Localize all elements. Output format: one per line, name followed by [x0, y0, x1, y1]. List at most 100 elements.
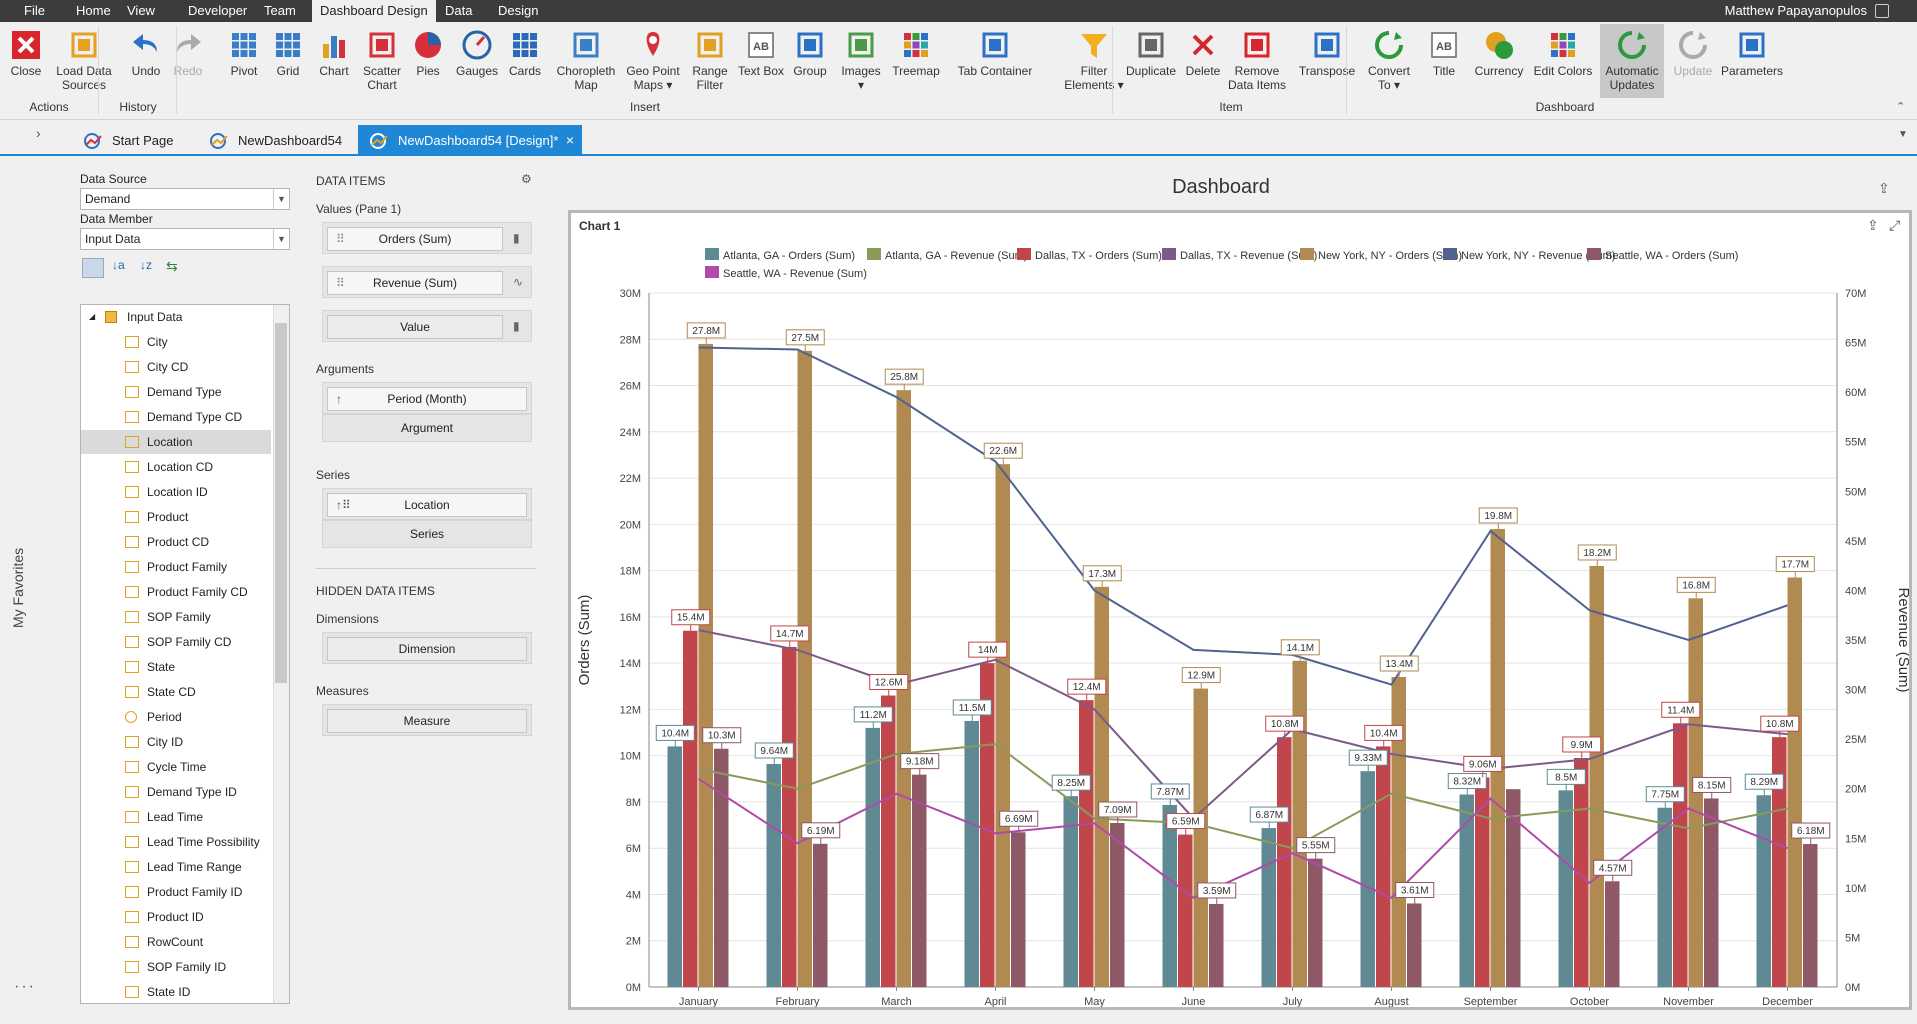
- collapse-ribbon-icon[interactable]: ⌃: [1896, 101, 1906, 113]
- location-item[interactable]: ↑⠿ Location: [327, 493, 527, 517]
- sort-ascending-icon[interactable]: ↓a: [112, 258, 125, 272]
- field-item[interactable]: Product CD: [81, 530, 271, 554]
- argument-placeholder[interactable]: Argument: [322, 414, 532, 442]
- text-box-button[interactable]: AB Text Box: [736, 24, 786, 98]
- maximize-icon[interactable]: ⤢: [1889, 217, 1901, 233]
- duplicate-button[interactable]: Duplicate: [1120, 24, 1182, 98]
- dimension-placeholder[interactable]: Dimension: [322, 632, 532, 664]
- menu-developer[interactable]: Developer: [188, 3, 248, 18]
- tab-1[interactable]: NewDashboard54: [198, 125, 356, 156]
- value-item-orders[interactable]: ⠿ Orders (Sum) ▮: [322, 222, 532, 254]
- sort-grip-icon[interactable]: ↑⠿: [336, 498, 351, 512]
- bar-chart-icon[interactable]: ▮: [513, 319, 520, 333]
- field-item[interactable]: Period: [81, 705, 271, 729]
- tab-2[interactable]: NewDashboard54 [Design]* ×: [358, 125, 582, 156]
- bar[interactable]: [1292, 660, 1308, 987]
- bar[interactable]: [1162, 804, 1178, 987]
- bar[interactable]: [964, 720, 980, 987]
- series-line[interactable]: [697, 777, 1788, 899]
- bar[interactable]: [1772, 737, 1787, 987]
- grip-icon[interactable]: ⠿: [336, 276, 345, 290]
- series-item[interactable]: ↑⠿ Location: [322, 488, 532, 520]
- field-item[interactable]: City ID: [81, 730, 271, 754]
- field-item[interactable]: Product Family ID: [81, 880, 271, 904]
- bar[interactable]: [1391, 677, 1407, 987]
- bar[interactable]: [667, 746, 683, 987]
- menu-dashboard-design[interactable]: Dashboard Design: [312, 0, 436, 22]
- line-chart-icon[interactable]: ∿: [513, 275, 524, 289]
- field-item[interactable]: Location CD: [81, 455, 271, 479]
- collapse-panel-icon[interactable]: ›: [36, 125, 41, 141]
- chart-item[interactable]: Atlanta, GA - Orders (Sum) Atlanta, GA - …: [568, 210, 1912, 1010]
- cards-button[interactable]: Cards: [504, 24, 546, 98]
- revenue-item[interactable]: ⠿ Revenue (Sum): [327, 271, 503, 295]
- data-member-combo[interactable]: Input Data ▼: [80, 228, 290, 250]
- pivot-grid-button[interactable]: Pivot: [220, 24, 268, 98]
- series-placeholder[interactable]: Series: [322, 520, 532, 548]
- bar[interactable]: [1193, 688, 1209, 987]
- transpose-button[interactable]: Transpose: [1296, 24, 1358, 98]
- bar[interactable]: [1787, 577, 1803, 987]
- options-icon[interactable]: ⚙: [521, 172, 532, 186]
- palette-button[interactable]: Edit Colors: [1532, 24, 1594, 98]
- field-item[interactable]: RowCount: [81, 930, 271, 954]
- bar[interactable]: [1094, 586, 1110, 987]
- scatter-chart-button[interactable]: Scatter Chart: [356, 24, 408, 98]
- field-item[interactable]: Location: [81, 430, 271, 454]
- bar[interactable]: [1756, 795, 1772, 987]
- value-placeholder[interactable]: Value ▮: [322, 310, 532, 342]
- expand-icon[interactable]: ◢: [89, 312, 96, 321]
- bar[interactable]: [1803, 844, 1818, 987]
- bar[interactable]: [1704, 798, 1719, 987]
- delete-x-button[interactable]: Delete: [1180, 24, 1226, 98]
- chevron-down-icon[interactable]: ▼: [273, 189, 289, 209]
- close-tab-icon[interactable]: ×: [565, 132, 574, 148]
- field-item[interactable]: Cycle Time: [81, 755, 271, 779]
- argument-item[interactable]: ↑ Period (Month): [322, 382, 532, 414]
- field-item[interactable]: Lead Time Range: [81, 855, 271, 879]
- convert-button[interactable]: Convert To ▾: [1360, 24, 1418, 98]
- tab-list-icon[interactable]: ▼: [1898, 129, 1908, 140]
- bar[interactable]: [683, 630, 698, 987]
- menu-design[interactable]: Design: [498, 3, 539, 18]
- field-item[interactable]: Demand Type: [81, 380, 271, 404]
- bar[interactable]: [813, 843, 828, 987]
- bar[interactable]: [797, 350, 813, 987]
- bar[interactable]: [1261, 828, 1277, 987]
- bar[interactable]: [1360, 771, 1376, 987]
- bar[interactable]: [1589, 565, 1605, 987]
- field-item[interactable]: State CD: [81, 680, 271, 704]
- grip-icon[interactable]: ⠿: [336, 232, 345, 246]
- gauge-button[interactable]: Gauges: [452, 24, 502, 98]
- bar[interactable]: [1673, 723, 1688, 987]
- parameters-button[interactable]: Parameters: [1718, 24, 1786, 98]
- chevron-down-icon[interactable]: ▼: [273, 229, 289, 249]
- menu-view[interactable]: View: [127, 3, 155, 18]
- value-slot[interactable]: Value: [327, 315, 503, 339]
- bar[interactable]: [714, 748, 729, 987]
- bar[interactable]: [1063, 796, 1079, 987]
- bar[interactable]: [865, 727, 881, 987]
- export-icon[interactable]: ⇪: [1878, 180, 1890, 196]
- range-filter-button[interactable]: Range Filter: [688, 24, 732, 98]
- dimension-slot[interactable]: Dimension: [327, 637, 527, 661]
- menu-file[interactable]: File: [24, 3, 45, 18]
- field-item[interactable]: SOP Family ID: [81, 955, 271, 979]
- dashboard-title[interactable]: Dashboard: [1172, 176, 1270, 198]
- bar[interactable]: [1376, 746, 1391, 987]
- bar[interactable]: [1657, 807, 1673, 987]
- bar[interactable]: [698, 343, 714, 987]
- bar[interactable]: [1558, 790, 1574, 987]
- field-item[interactable]: Product Family: [81, 555, 271, 579]
- user-name[interactable]: Matthew Papayanopulos: [1724, 3, 1867, 18]
- group-by-type-icon[interactable]: [82, 258, 104, 278]
- bar[interactable]: [1178, 834, 1193, 987]
- field-item[interactable]: SOP Family: [81, 605, 271, 629]
- field-item[interactable]: State ID: [81, 980, 271, 1003]
- update-button[interactable]: Update: [1670, 24, 1716, 98]
- bar[interactable]: [1407, 903, 1422, 987]
- orders-item[interactable]: ⠿ Orders (Sum): [327, 227, 503, 251]
- value-item-revenue[interactable]: ⠿ Revenue (Sum) ∿: [322, 266, 532, 298]
- field-item[interactable]: Location ID: [81, 480, 271, 504]
- image-button[interactable]: Images ▾: [836, 24, 886, 98]
